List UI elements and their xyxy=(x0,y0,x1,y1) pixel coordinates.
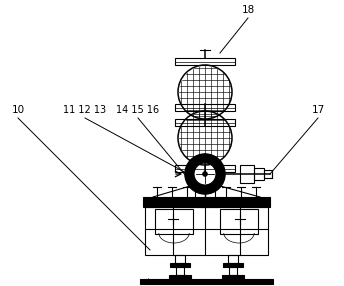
Bar xyxy=(228,255,238,263)
Bar xyxy=(145,207,268,255)
Bar xyxy=(264,170,272,178)
Bar xyxy=(222,275,244,279)
Bar xyxy=(155,209,193,234)
Bar xyxy=(254,168,264,180)
Text: 11 12 13: 11 12 13 xyxy=(63,105,107,115)
Bar xyxy=(175,165,235,172)
Bar xyxy=(176,267,184,275)
Bar xyxy=(175,255,185,263)
Circle shape xyxy=(194,163,216,185)
Circle shape xyxy=(203,172,207,176)
Bar xyxy=(223,263,243,267)
Bar xyxy=(175,58,235,65)
Bar xyxy=(140,279,273,284)
Text: 18: 18 xyxy=(241,5,255,15)
Bar xyxy=(170,263,190,267)
Text: 17: 17 xyxy=(311,105,325,115)
Bar xyxy=(175,104,235,111)
Bar xyxy=(220,209,258,234)
Bar xyxy=(169,275,191,279)
Bar xyxy=(240,165,254,183)
Bar xyxy=(229,267,237,275)
Text: 14 15 16: 14 15 16 xyxy=(116,105,160,115)
Bar xyxy=(143,197,270,207)
Circle shape xyxy=(185,154,225,194)
Bar xyxy=(175,119,235,126)
Text: 10: 10 xyxy=(11,105,24,115)
